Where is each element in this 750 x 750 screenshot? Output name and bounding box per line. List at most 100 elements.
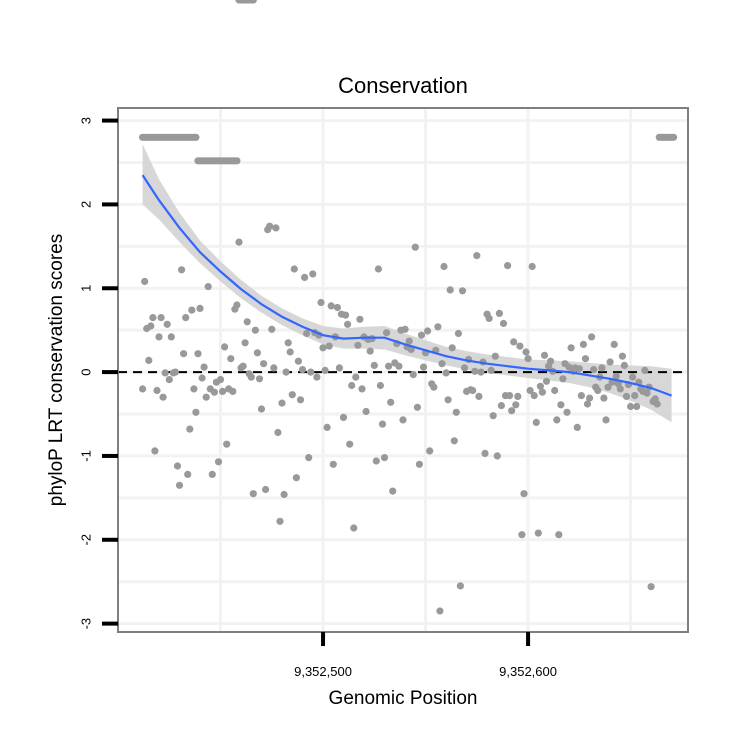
data-point: [491, 352, 499, 360]
data-point: [383, 329, 391, 337]
data-point: [163, 320, 171, 328]
data-point: [551, 386, 559, 395]
data-point: [567, 344, 575, 352]
data-point: [321, 366, 329, 374]
data-point: [454, 329, 462, 338]
data-point: [506, 392, 514, 400]
data-point: [590, 366, 598, 374]
data-point: [510, 338, 518, 346]
data-point: [633, 402, 641, 411]
data-point: [653, 400, 661, 408]
data-point: [282, 368, 290, 376]
data-point: [460, 364, 469, 372]
data-point: [616, 385, 624, 393]
data-point: [188, 306, 196, 314]
y-tick-label: 1: [79, 285, 94, 292]
data-point: [553, 416, 561, 424]
data-point: [182, 314, 190, 322]
data-point: [444, 396, 452, 404]
data-point: [600, 394, 608, 402]
data-point: [350, 524, 358, 532]
data-point: [538, 388, 547, 396]
data-point: [239, 362, 247, 370]
data-point: [520, 490, 528, 498]
data-point: [514, 392, 522, 400]
data-point: [419, 363, 428, 371]
data-point: [374, 265, 382, 273]
data-point: [532, 418, 540, 426]
data-point: [436, 607, 444, 615]
data-point: [204, 283, 212, 291]
data-point: [547, 357, 555, 365]
data-point: [210, 388, 218, 396]
data-point: [575, 365, 583, 373]
data-point: [618, 352, 627, 360]
data-points: [139, 0, 678, 615]
data-point: [534, 529, 542, 537]
data-point: [175, 481, 184, 489]
data-point: [499, 319, 508, 328]
data-point: [153, 386, 161, 395]
data-point: [670, 133, 678, 141]
data-point: [257, 405, 266, 413]
data-point: [151, 447, 159, 455]
data-point: [598, 364, 606, 372]
data-point: [260, 360, 268, 368]
data-point: [604, 383, 612, 391]
data-point: [296, 396, 305, 404]
data-point: [475, 392, 483, 400]
data-point: [249, 0, 257, 4]
data-point: [284, 339, 292, 347]
data-point: [417, 331, 426, 339]
data-point: [370, 361, 378, 369]
data-point: [319, 344, 327, 352]
data-point: [251, 326, 259, 334]
data-point: [631, 392, 639, 400]
data-point: [227, 355, 235, 363]
data-point: [389, 487, 397, 495]
data-point: [504, 262, 512, 270]
data-point: [145, 356, 153, 364]
data-point: [292, 474, 300, 482]
data-point: [647, 583, 655, 591]
data-point: [348, 381, 356, 390]
data-point: [528, 262, 536, 271]
y-tick-label: -2: [79, 534, 94, 546]
data-point: [303, 329, 311, 338]
data-point: [495, 309, 503, 317]
data-point: [512, 401, 520, 409]
data-point: [307, 368, 315, 376]
data-point: [629, 373, 637, 381]
data-point: [536, 382, 545, 390]
data-point: [563, 408, 571, 416]
data-point: [579, 340, 588, 348]
data-point: [323, 423, 331, 431]
data-point: [325, 342, 333, 350]
data-point: [327, 302, 335, 310]
data-point: [489, 412, 497, 420]
y-tick-label: -3: [79, 618, 94, 630]
data-point: [147, 322, 155, 330]
data-point: [456, 582, 464, 590]
data-point: [401, 325, 409, 333]
data-point: [557, 401, 565, 409]
data-point: [344, 320, 352, 328]
data-point: [356, 315, 364, 323]
data-point: [559, 375, 567, 383]
data-point: [233, 301, 241, 309]
data-point: [573, 423, 581, 431]
data-point: [555, 531, 563, 539]
data-point: [426, 447, 434, 455]
data-point: [253, 349, 261, 357]
data-point: [380, 454, 389, 462]
data-point: [208, 470, 216, 478]
data-point: [602, 416, 610, 424]
data-point: [301, 273, 309, 281]
data-point: [346, 440, 354, 448]
data-point: [276, 517, 284, 525]
data-point: [522, 348, 530, 356]
data-point: [149, 314, 157, 322]
data-point: [278, 399, 286, 407]
data-point: [342, 311, 350, 319]
data-point: [216, 376, 225, 384]
